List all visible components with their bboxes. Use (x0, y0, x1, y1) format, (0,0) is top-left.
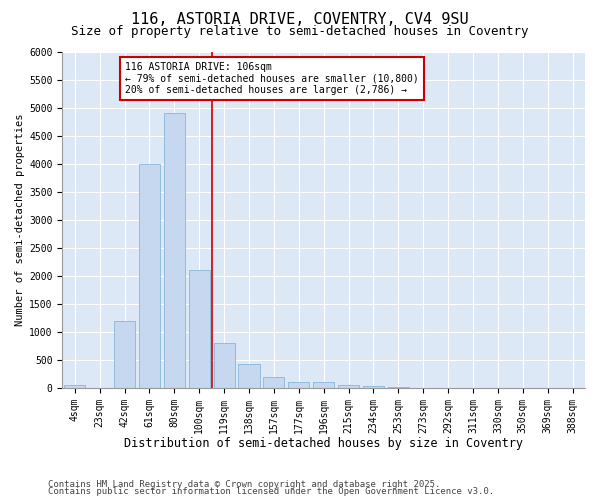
X-axis label: Distribution of semi-detached houses by size in Coventry: Distribution of semi-detached houses by … (124, 437, 523, 450)
Bar (188, 270, 210, 388)
Bar (164, 113, 185, 388)
Bar (288, 382, 310, 388)
Bar (114, 320, 135, 388)
Bar (338, 385, 359, 388)
Bar (214, 343, 235, 388)
Bar (139, 164, 160, 388)
Bar (263, 376, 284, 388)
Y-axis label: Number of semi-detached properties: Number of semi-detached properties (15, 114, 25, 326)
Bar (64, 385, 85, 388)
Bar (363, 386, 384, 388)
Text: 116, ASTORIA DRIVE, COVENTRY, CV4 9SU: 116, ASTORIA DRIVE, COVENTRY, CV4 9SU (131, 12, 469, 28)
Bar (313, 382, 334, 388)
Text: Contains public sector information licensed under the Open Government Licence v3: Contains public sector information licen… (48, 488, 494, 496)
Text: 116 ASTORIA DRIVE: 106sqm
← 79% of semi-detached houses are smaller (10,800)
20%: 116 ASTORIA DRIVE: 106sqm ← 79% of semi-… (125, 62, 419, 95)
Text: Contains HM Land Registry data © Crown copyright and database right 2025.: Contains HM Land Registry data © Crown c… (48, 480, 440, 489)
Bar (238, 364, 260, 388)
Text: Size of property relative to semi-detached houses in Coventry: Size of property relative to semi-detach… (71, 25, 529, 38)
